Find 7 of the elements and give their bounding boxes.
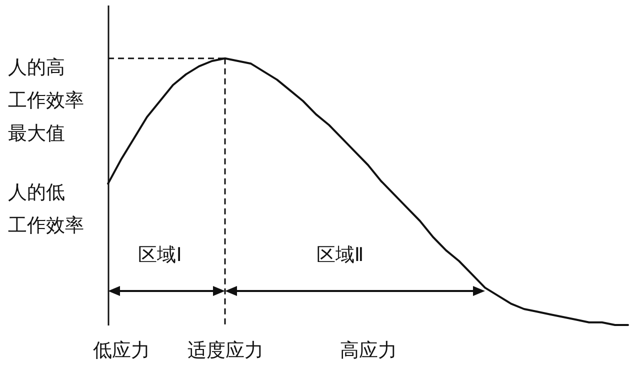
annotation: 区域Ⅱ [316,244,364,266]
ref-line-label: 人的高工作效率最大值 [8,56,84,144]
x-tick-label: 适度应力 [188,340,264,362]
x-tick-label: 低应力 [93,340,150,362]
text: 人的低工作效率 [8,182,84,237]
annotation: 区域Ⅰ [138,244,182,266]
x-tick-label: 高应力 [340,340,397,362]
